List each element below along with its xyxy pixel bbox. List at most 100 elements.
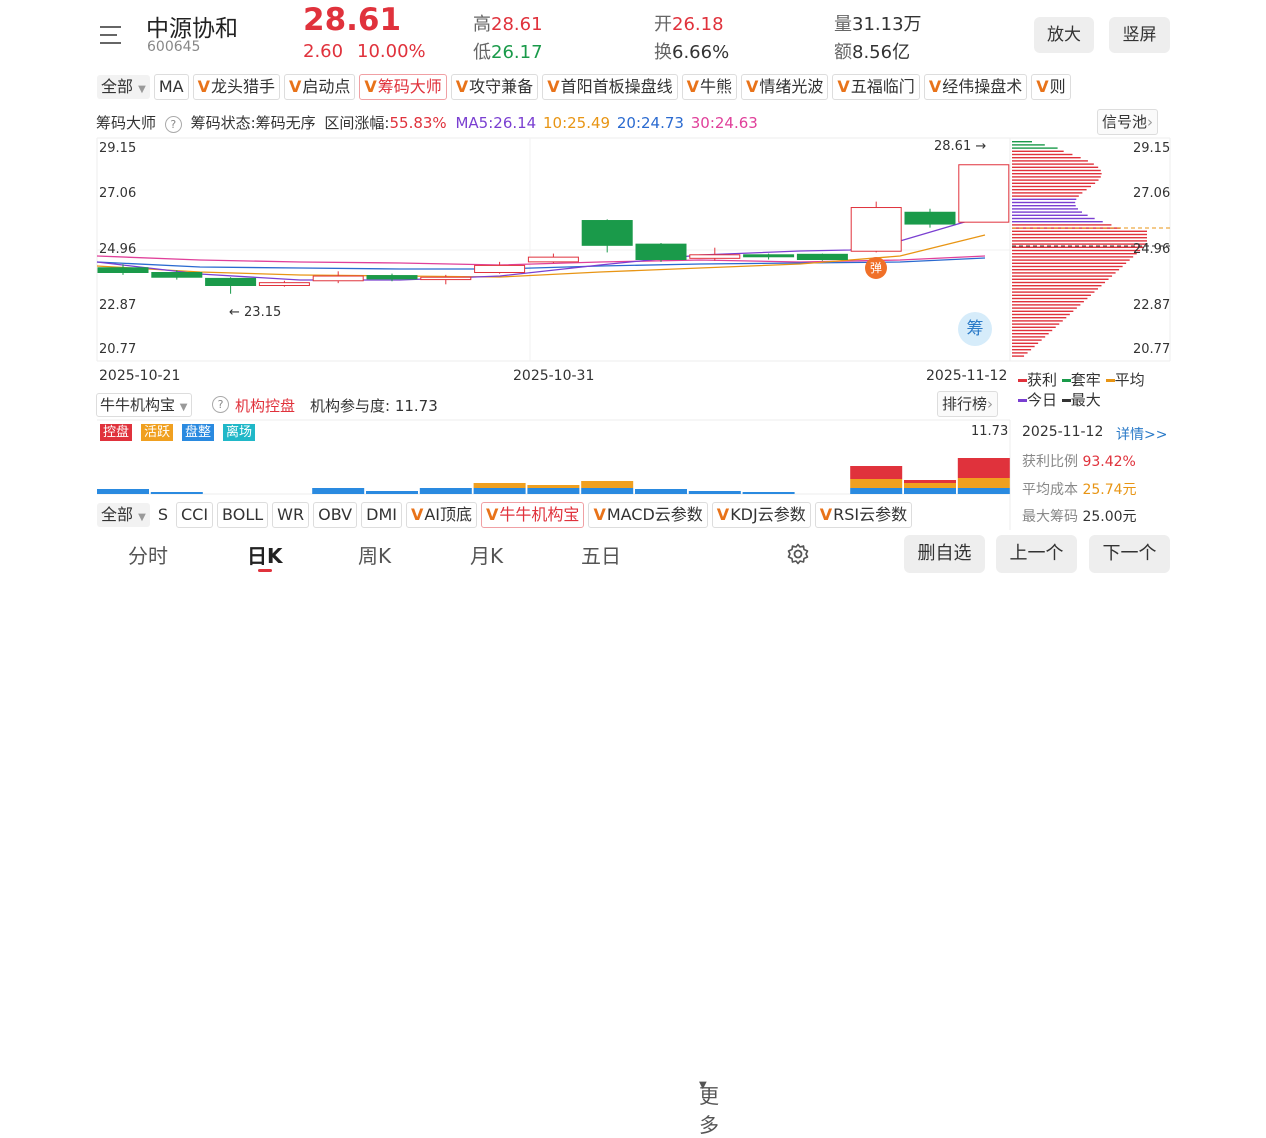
indicator-s[interactable]: S [157, 505, 168, 524]
sub-chart-max: 11.73 [971, 424, 1009, 439]
candle [312, 271, 364, 284]
indicator-gongshou[interactable]: V攻守兼备 [450, 74, 539, 100]
high-stat: 高28.61 [473, 10, 543, 36]
chip-bar [1012, 333, 1049, 335]
ma5-value: MA5:26.14 [455, 114, 537, 132]
tab-intraday[interactable]: 分时 [128, 544, 168, 568]
indicator-wr[interactable]: WR [272, 502, 310, 528]
tab-monthly[interactable]: 月K [470, 544, 504, 568]
signal-pool-button[interactable]: 信号池› [1097, 109, 1159, 135]
range-value: 55.83% [389, 114, 447, 132]
chip-bar [1012, 243, 1147, 245]
y-tick-right-2: 24.96 [1133, 242, 1171, 257]
candle-body [850, 207, 902, 252]
indicator-niuniu[interactable]: V牛牛机构宝 [481, 502, 585, 528]
volume-value: 31.13万 [852, 14, 922, 35]
indicator-niuxiong[interactable]: V牛熊 [681, 74, 737, 100]
candle [258, 280, 310, 287]
v-icon: V [928, 77, 942, 96]
indicator-qidongdian[interactable]: V启动点 [283, 74, 356, 100]
high-value: 28.61 [491, 14, 543, 35]
institution-chart[interactable] [0, 0, 1266, 582]
tab-weekly[interactable]: 周K [358, 544, 392, 568]
sub-indicator-dropdown[interactable]: 牛牛机构宝 ▼ [96, 393, 192, 417]
high-label: 高 [473, 14, 491, 35]
indicator-cci[interactable]: CCI [175, 502, 214, 528]
chip-bar [1012, 221, 1103, 223]
previous-stock-button[interactable]: 上一个 [996, 535, 1077, 573]
chip-bar [1012, 237, 1147, 239]
indicator-more[interactable]: V则 [1031, 74, 1071, 100]
candle [366, 273, 418, 282]
chip-bar [1012, 157, 1081, 159]
chip-bar [1012, 169, 1101, 172]
chip-bar [1012, 278, 1109, 280]
y-tick-left-4: 20.77 [99, 342, 137, 357]
tab-daily[interactable]: 日K [247, 544, 283, 568]
bounce-marker[interactable]: 弹 [865, 257, 887, 279]
indicator-rsi[interactable]: VRSI云参数 [814, 502, 913, 528]
chip-distribution [1012, 141, 1147, 357]
chip-bar [1012, 195, 1079, 197]
v-icon: V [364, 77, 377, 96]
indicator-obv[interactable]: OBV [313, 502, 358, 528]
gear-icon[interactable] [786, 542, 810, 566]
amount-value: 8.56亿 [852, 42, 911, 63]
zoom-button[interactable]: 放大 [1034, 17, 1094, 53]
chip-detail-link[interactable]: 详情>> [1116, 427, 1168, 443]
ma10-line [96, 234, 986, 278]
portrait-button[interactable]: 竖屏 [1109, 17, 1170, 53]
institution-bar [850, 488, 903, 494]
chip-info-date: 2025-11-12 [1022, 424, 1104, 440]
chip-toggle-button[interactable]: 筹 [958, 312, 992, 346]
bottom-all-dropdown[interactable]: 全部 ▼ [97, 503, 150, 527]
v-icon: V [288, 77, 302, 96]
institution-bar [97, 489, 149, 494]
next-stock-button[interactable]: 下一个 [1089, 535, 1170, 573]
indicator-kdj[interactable]: VKDJ云参数 [711, 502, 811, 528]
chip-legend-row-2: 今日 最大 [1018, 389, 1101, 410]
indicator-jingwei[interactable]: V经伟操盘术 [923, 74, 1028, 100]
candle [97, 264, 149, 275]
chip-bar [1012, 217, 1095, 220]
sub-help-icon[interactable]: ? [212, 396, 229, 413]
indicator-ma[interactable]: MA [153, 74, 189, 100]
max-price-annotation: 28.61 → [934, 139, 987, 154]
amount-label: 额 [834, 42, 852, 63]
indicator-label: 牛牛机构宝 [499, 505, 580, 524]
candle-body [796, 253, 848, 261]
chip-bar [1012, 189, 1087, 191]
indicator-wufu[interactable]: V五福临门 [832, 74, 920, 100]
candle [527, 253, 579, 264]
help-icon[interactable]: ? [164, 116, 182, 133]
y-tick-right-1: 27.06 [1133, 186, 1171, 201]
indicator-choumadashi[interactable]: V筹码大师 [359, 74, 447, 100]
turnover-label: 换 [654, 42, 672, 63]
menu-icon[interactable] [99, 24, 123, 46]
chip-bar [1012, 275, 1113, 277]
candle-body [205, 277, 257, 286]
ranking-button[interactable]: 排行榜› [937, 391, 999, 417]
indicator-shouyang[interactable]: V首阳首板操盘线 [542, 74, 678, 100]
chip-bar [1012, 323, 1060, 325]
candle-body [635, 243, 687, 261]
candle [904, 208, 956, 228]
institution-participation: 机构参与度: 11.73 [310, 397, 438, 415]
indicator-boll[interactable]: BOLL [217, 502, 269, 528]
indicator-dmi[interactable]: DMI [361, 502, 402, 528]
chip-bar [1012, 265, 1123, 268]
chip-bar [1012, 288, 1098, 290]
chip-bar [1012, 329, 1053, 332]
tab-five-day[interactable]: 五日 [581, 544, 621, 568]
price-change: 2.60 [303, 41, 344, 62]
remove-watchlist-button[interactable]: 删自选 [904, 535, 985, 573]
indicator-qingxu[interactable]: V情绪光波 [741, 74, 829, 100]
chip-bar [1012, 249, 1141, 252]
institution-bar [904, 488, 956, 494]
indicator-ai-top-bottom[interactable]: VAI顶底 [405, 502, 478, 528]
candlestick-chart[interactable] [0, 0, 1266, 582]
indicator-longtou[interactable]: V龙头猎手 [192, 74, 280, 100]
indicator-macd[interactable]: VMACD云参数 [588, 502, 708, 528]
indicator-all-dropdown[interactable]: 全部 ▼ [97, 75, 150, 99]
chip-bar [1012, 310, 1074, 312]
